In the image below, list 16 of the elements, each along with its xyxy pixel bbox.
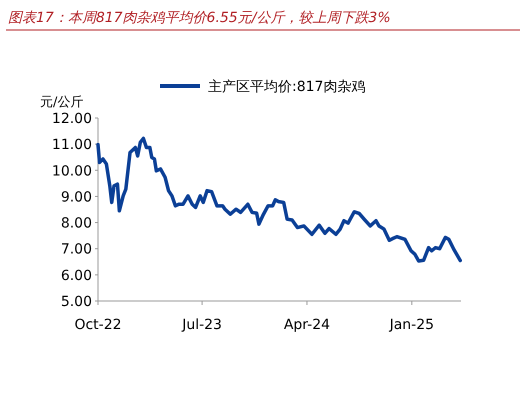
x-tick-label: Oct-22 <box>74 317 122 333</box>
y-tick-label: 10.00 <box>52 163 92 180</box>
y-tick-label: 6.00 <box>60 268 92 284</box>
line-series <box>96 136 462 263</box>
y-tick-label: 8.00 <box>60 216 92 232</box>
chart-title: 图表17：本周817肉杂鸡平均价6.55元/公斤，较上周下跌3% <box>8 10 391 26</box>
y-tick-label: 5.00 <box>60 294 92 310</box>
y-tick-label: 7.00 <box>60 242 92 258</box>
x-tick-label: Apr-24 <box>284 317 330 333</box>
x-tick-label: Jan-25 <box>388 317 434 333</box>
y-tick-label: 11.00 <box>52 137 92 154</box>
y-axis-title: 元/公斤 <box>40 95 84 110</box>
legend-label: 主产区平均价:817肉杂鸡 <box>208 79 366 95</box>
y-tick-label: 9.00 <box>60 189 92 206</box>
x-tick-label: Jul-23 <box>181 317 222 333</box>
y-tick-label: 12.00 <box>52 111 92 127</box>
